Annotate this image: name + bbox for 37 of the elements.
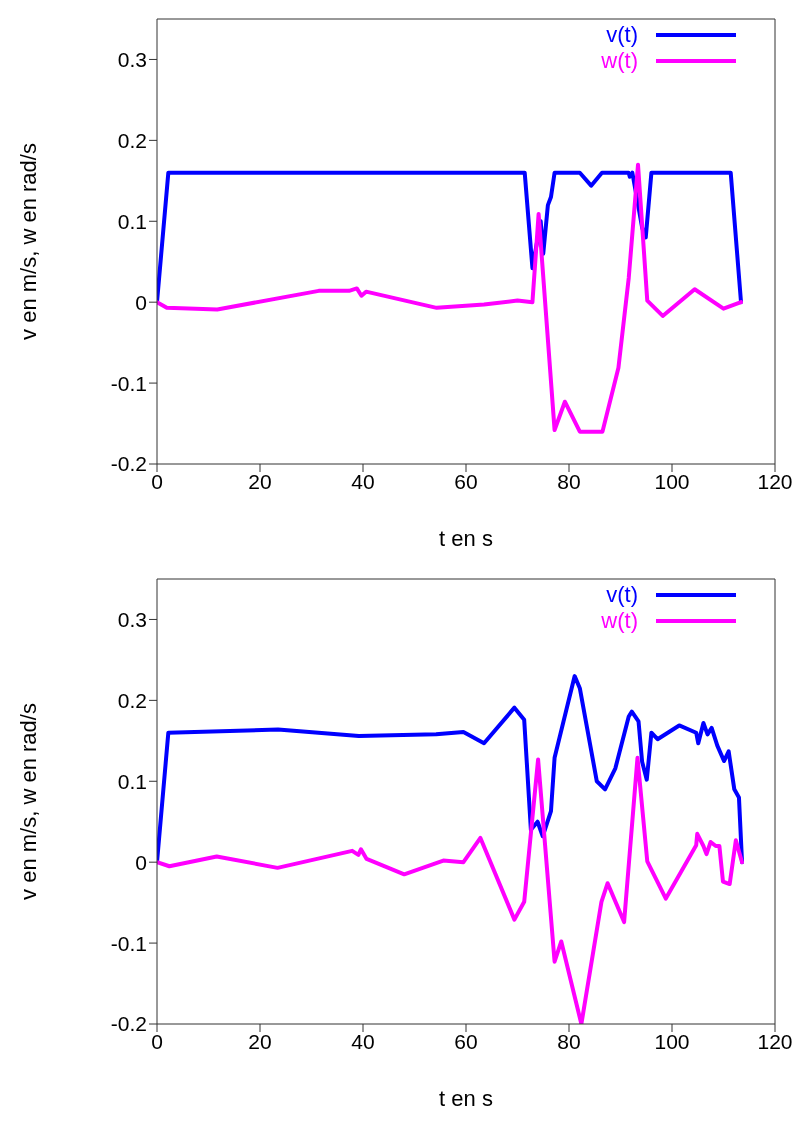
x-tick-label: 20 <box>248 469 272 493</box>
x-tick-label: 0 <box>151 469 163 493</box>
y-tick-label: 0.1 <box>117 209 147 233</box>
y-tick-label: -0.1 <box>110 931 147 955</box>
line-series <box>157 674 745 865</box>
y-tick-label: 0.1 <box>117 769 147 793</box>
y-axis-title: v en m/s, w en rad/s <box>15 703 41 900</box>
line-series <box>157 755 745 1024</box>
y-tick-label: 0.3 <box>117 607 147 631</box>
x-axis-title: t en s <box>439 526 493 551</box>
x-tick-label: 80 <box>557 469 581 493</box>
y-tick-label: 0.2 <box>117 128 147 152</box>
x-tick-label: 120 <box>757 1029 793 1053</box>
x-tick-label: 100 <box>654 469 690 493</box>
legend-label: v(t) <box>606 582 638 608</box>
x-tick-label: 120 <box>757 469 793 493</box>
y-tick-label: 0.3 <box>117 47 147 71</box>
x-tick-label: 20 <box>248 1029 272 1053</box>
y-tick-label: 0 <box>135 290 147 314</box>
y-tick-label: -0.2 <box>110 1012 147 1036</box>
legend-label: w(t) <box>601 48 638 74</box>
legend-label: v(t) <box>606 22 638 48</box>
x-tick-label: 60 <box>454 1029 478 1053</box>
x-tick-label: 80 <box>557 1029 581 1053</box>
y-tick-label: -0.2 <box>110 452 147 476</box>
y-tick-label: -0.1 <box>110 371 147 395</box>
y-tick-label: 0 <box>135 850 147 874</box>
line-series <box>157 162 744 434</box>
x-tick-label: 60 <box>454 469 478 493</box>
x-tick-label: 0 <box>151 1029 163 1053</box>
legend-label: w(t) <box>601 608 638 634</box>
x-axis-title: t en s <box>439 1086 493 1111</box>
y-tick-label: 0.2 <box>117 688 147 712</box>
y-axis-title: v en m/s, w en rad/s <box>15 143 41 340</box>
x-tick-label: 40 <box>351 469 375 493</box>
x-tick-label: 40 <box>351 1029 375 1053</box>
x-tick-label: 100 <box>654 1029 690 1053</box>
